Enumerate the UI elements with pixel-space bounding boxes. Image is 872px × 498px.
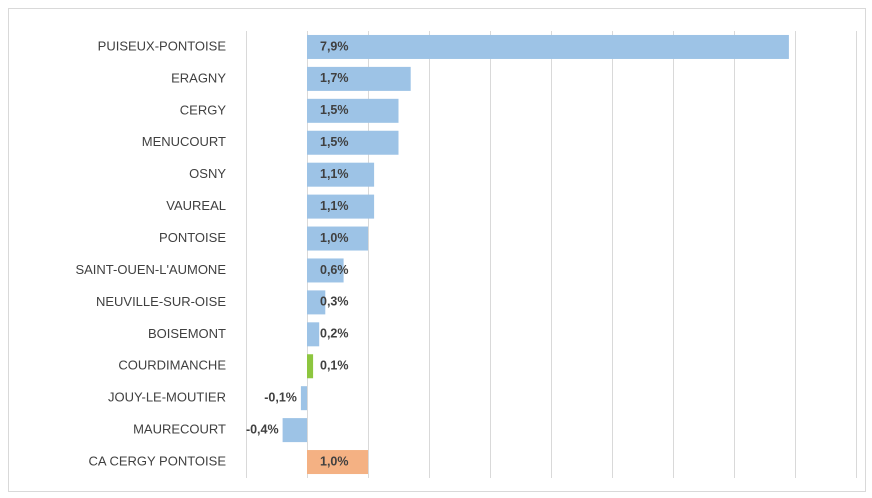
- bar: [307, 162, 375, 187]
- value-label: 0,6%: [320, 263, 349, 277]
- bar: [307, 290, 326, 315]
- y-tick-label: OSNY: [189, 166, 226, 181]
- y-tick-label: JOUY-LE-MOUTIER: [108, 390, 226, 405]
- value-label: 0,1%: [320, 359, 349, 373]
- y-tick-label: SAINT-OUEN-L'AUMONE: [75, 262, 226, 277]
- bar: [307, 354, 314, 379]
- value-label: -0,1%: [264, 390, 297, 404]
- value-label: 0,3%: [320, 295, 349, 309]
- bar: [307, 130, 399, 155]
- bar: [307, 450, 368, 475]
- value-label: 0,2%: [320, 327, 349, 341]
- value-label: -0,4%: [246, 422, 279, 436]
- bar: [307, 226, 368, 251]
- value-label: 1,1%: [320, 199, 349, 213]
- value-label: 1,1%: [320, 167, 349, 181]
- value-label: 1,0%: [320, 231, 349, 245]
- bar: [307, 194, 375, 219]
- value-label: 7,9%: [320, 39, 349, 53]
- bar: [300, 386, 307, 411]
- y-tick-label: PONTOISE: [159, 230, 226, 245]
- bar: [307, 258, 344, 283]
- y-tick-label: VAUREAL: [166, 198, 226, 213]
- bar: [307, 66, 411, 91]
- value-label: 1,0%: [320, 454, 349, 468]
- y-tick-label: NEUVILLE-SUR-OISE: [96, 294, 226, 309]
- bar: [307, 322, 320, 347]
- bar: [307, 98, 399, 123]
- bar: [307, 34, 789, 59]
- y-tick-label: COURDIMANCHE: [118, 358, 226, 373]
- y-tick-label: MENUCOURT: [142, 134, 226, 149]
- y-tick-label: PUISEUX-PONTOISE: [98, 38, 227, 53]
- y-tick-label: BOISEMONT: [148, 326, 226, 341]
- y-tick-label: CERGY: [180, 102, 227, 117]
- value-label: 1,5%: [320, 135, 349, 149]
- value-label: 1,5%: [320, 103, 349, 117]
- value-label: 1,7%: [320, 71, 349, 85]
- y-tick-label: ERAGNY: [171, 70, 226, 85]
- y-tick-label: MAURECOURT: [133, 422, 226, 437]
- chart-frame: [8, 8, 866, 492]
- bar: [282, 418, 307, 443]
- y-tick-label: CA CERGY PONTOISE: [88, 453, 226, 468]
